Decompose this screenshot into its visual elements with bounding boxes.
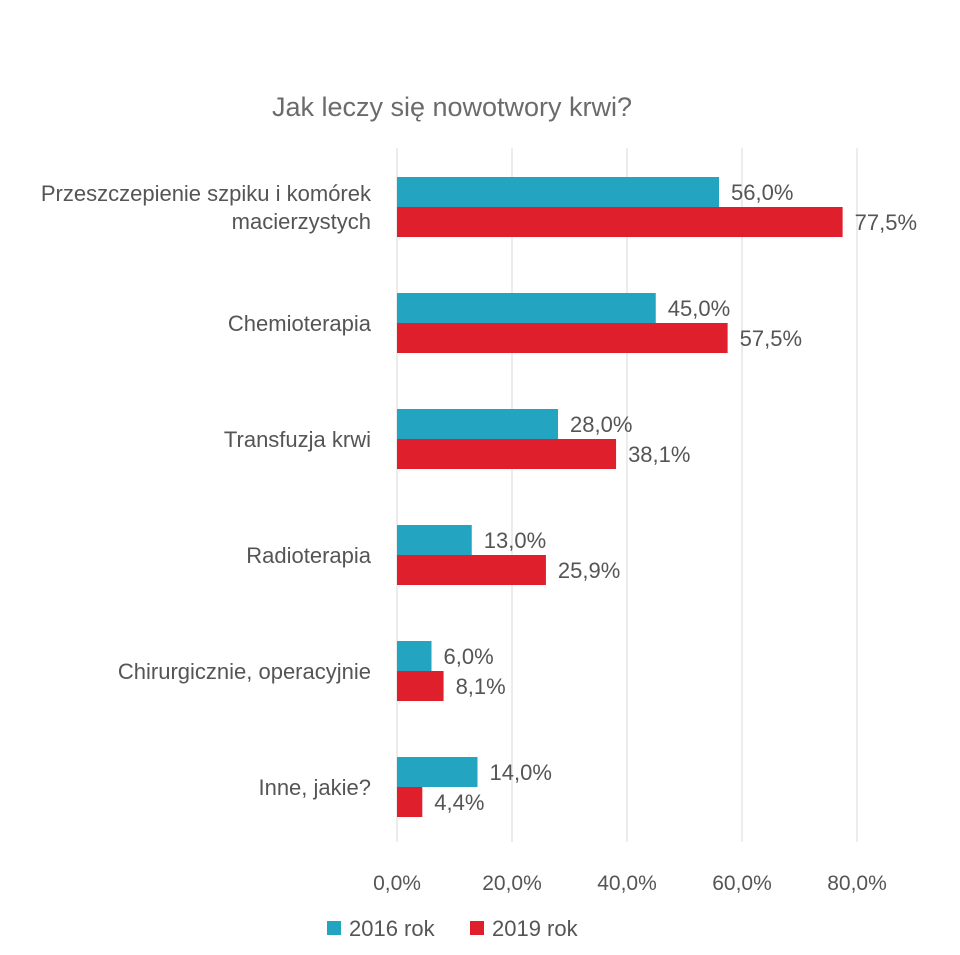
data-label-2019-5: 4,4% (434, 790, 484, 815)
legend-swatch-2019 (470, 921, 484, 935)
category-label-0-line-0: Przeszczepienie szpiku i komórek (41, 181, 372, 206)
value-labels: 56,0% 77,5% 45,0% 57,5% 28,0% 38,1% 13,0% 25,9%… (434, 180, 917, 815)
data-label-2016-3: 13,0% (484, 528, 546, 553)
data-label-2016-5: 14,0% (490, 760, 552, 785)
legend: 2016 rok 2019 rok (327, 916, 579, 941)
data-label-2019-2: 38,1% (628, 442, 690, 467)
category-label-4: Chirurgicznie, operacyjnie (118, 659, 371, 684)
x-tick-label-0: 0,0% (373, 872, 421, 895)
bar-2016-2 (397, 409, 558, 439)
bar-2019-2 (397, 439, 617, 469)
legend-label-2016: 2016 rok (349, 916, 436, 941)
category-label-3: Radioterapia (246, 543, 372, 568)
category-label-5: Inne, jakie? (258, 775, 371, 800)
x-tick-label-3: 60,0% (712, 872, 772, 895)
x-axis-tick-labels: 0,0% 20,0% 40,0% 60,0% 80,0% (373, 872, 887, 895)
gridlines (396, 148, 858, 842)
bar-2019-3 (397, 555, 546, 585)
bar-2016-3 (397, 525, 472, 555)
bar-2019-4 (397, 671, 444, 701)
data-label-2016-4: 6,0% (444, 644, 494, 669)
chart-title: Jak leczy się nowotwory krwi? (272, 92, 632, 122)
bar-2019-0 (397, 207, 843, 237)
bar-2016-4 (397, 641, 432, 671)
bar-2016-5 (397, 757, 478, 787)
bars (397, 177, 843, 817)
bar-2019-1 (397, 323, 728, 353)
data-label-2016-1: 45,0% (668, 296, 730, 321)
bar-2016-0 (397, 177, 719, 207)
data-label-2019-3: 25,9% (558, 558, 620, 583)
bar-2019-5 (397, 787, 423, 817)
x-tick-label-4: 80,0% (827, 872, 887, 895)
data-label-2019-0: 77,5% (855, 210, 917, 235)
legend-swatch-2016 (327, 921, 341, 935)
category-label-2: Transfuzja krwi (224, 427, 371, 452)
category-label-0-line-1: macierzystych (232, 209, 371, 234)
x-tick-label-1: 20,0% (482, 872, 542, 895)
legend-label-2019: 2019 rok (492, 916, 579, 941)
category-labels: Przeszczepienie szpiku i komórek macierzy… (41, 181, 372, 800)
x-tick-label-2: 40,0% (597, 872, 657, 895)
category-label-1: Chemioterapia (228, 311, 372, 336)
data-label-2019-1: 57,5% (740, 326, 802, 351)
data-label-2019-4: 8,1% (456, 674, 506, 699)
bar-2016-1 (397, 293, 656, 323)
data-label-2016-2: 28,0% (570, 412, 632, 437)
data-label-2016-0: 56,0% (731, 180, 793, 205)
